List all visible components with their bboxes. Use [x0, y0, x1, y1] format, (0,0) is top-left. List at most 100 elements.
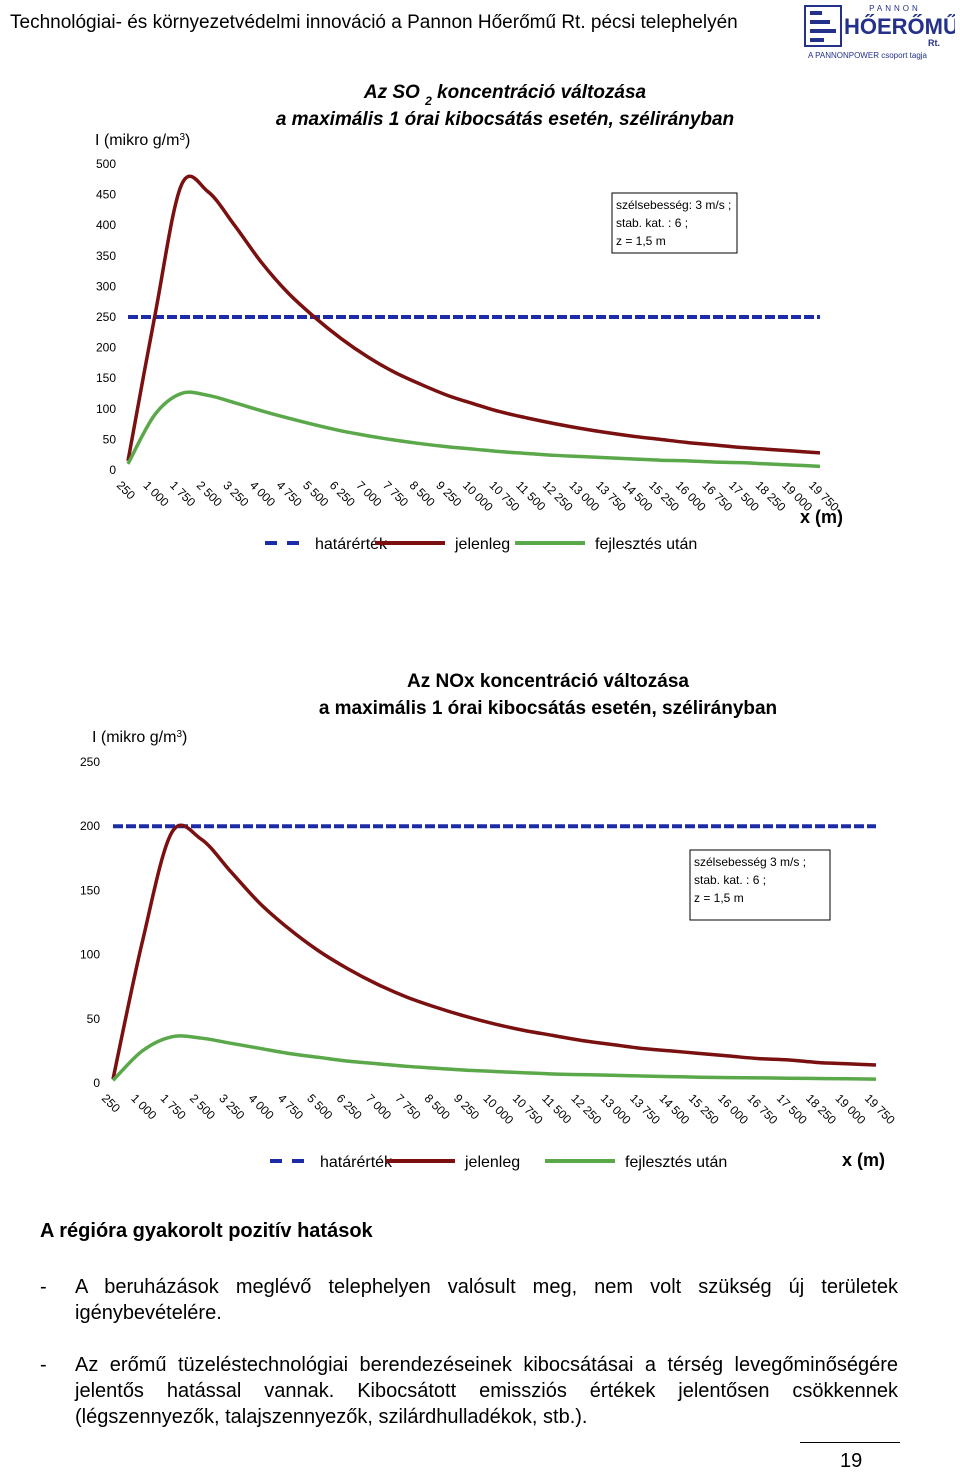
- y-axis-label: I (mikro g/m3): [92, 729, 187, 747]
- y-axis-label: I (mikro g/m3): [95, 132, 190, 150]
- x-tick-label: 9 250: [451, 1091, 482, 1122]
- x-tick-label: 7 750: [392, 1091, 423, 1122]
- bullet: - A beruházások meglévő telephelyen valós…: [40, 1274, 898, 1326]
- x-tick-label: 10 750: [510, 1091, 546, 1127]
- y-tick-label: 50: [103, 432, 117, 446]
- annotation-text: szélsebesség: 3 m/s ;: [616, 198, 731, 212]
- series-line: [111, 1034, 877, 1082]
- logo-bar: [810, 11, 822, 15]
- x-tick-label: 7 750: [380, 478, 411, 509]
- title-part: koncentráció változása: [432, 82, 647, 103]
- x-tick-label: 5 500: [300, 478, 331, 509]
- x-tick-label: 15 250: [686, 1091, 722, 1127]
- x-tick-label: 16 750: [744, 1091, 780, 1127]
- title-part: Az SO: [363, 82, 425, 103]
- logo-bar: [810, 29, 836, 33]
- x-tick-label: 4 000: [247, 478, 278, 509]
- y-tick-label: 100: [80, 948, 100, 962]
- bullet-marker: -: [40, 1354, 47, 1376]
- x-tick-label: 14 500: [656, 1091, 692, 1127]
- series-line: [126, 174, 821, 462]
- annotation-box: [611, 192, 738, 254]
- x-tick-label: 7 000: [363, 1091, 394, 1122]
- x-tick-label: 250: [114, 478, 138, 502]
- series-line: [111, 823, 877, 1080]
- series-line: [126, 390, 821, 469]
- x-tick-label: 8 500: [422, 1091, 453, 1122]
- legend-label: fejlesztés után: [625, 1154, 727, 1171]
- y-tick-label: 350: [96, 249, 116, 263]
- logo-main: HŐERŐMŰ: [844, 14, 955, 39]
- logo: PANNON HŐERŐMŰ Rt. A PANNONPOWER csoport…: [804, 4, 955, 60]
- x-tick-label: 18 250: [803, 1091, 839, 1127]
- bullet-text: A beruházások meglévő telephelyen valósu…: [75, 1276, 898, 1324]
- chart-title: Az NOx koncentráció változása: [407, 671, 689, 692]
- annotation-text: szélsebesség 3 m/s ;: [694, 855, 806, 869]
- bullet-text: Az erőmű tüzeléstechnológiai berendezése…: [75, 1354, 898, 1428]
- x-tick-label: 1 750: [167, 478, 198, 509]
- x-tick-label: 8 500: [407, 478, 438, 509]
- bullet-marker: -: [40, 1276, 47, 1298]
- y-label-part: ): [182, 729, 187, 746]
- y-tick-label: 100: [96, 402, 116, 416]
- legend-label: fejlesztés után: [595, 536, 697, 553]
- section-heading: A régióra gyakorolt pozitív hatások: [40, 1220, 373, 1242]
- y-tick-label: 50: [87, 1012, 101, 1026]
- annotation-text: stab. kat. : 6 ;: [616, 216, 688, 230]
- chart-subtitle: a maximális 1 órai kibocsátás esetén, sz…: [319, 698, 777, 719]
- x-tick-label: 19 000: [833, 1091, 869, 1127]
- x-tick-label: 6 250: [334, 1091, 365, 1122]
- charts: Az SO 2 koncentráció változása a maximáli…: [80, 82, 898, 1171]
- header-title: Technológiai- és környezetvédelmi innová…: [10, 12, 738, 33]
- y-tick-label: 250: [80, 755, 100, 769]
- y-tick-label: 200: [80, 819, 100, 833]
- legend-label: határérték: [315, 536, 388, 553]
- x-tick-label: 16 000: [715, 1091, 751, 1127]
- x-tick-label: 3 250: [216, 1091, 247, 1122]
- x-tick-label: 2 500: [187, 1091, 218, 1122]
- title-part: Az NOx koncentráció változása: [407, 671, 689, 692]
- x-tick-label: 4 000: [246, 1091, 277, 1122]
- legend-label: jelenleg: [454, 536, 510, 553]
- y-tick-label: 200: [96, 341, 116, 355]
- x-axis-label: x (m): [842, 1150, 885, 1170]
- y-label-part: ): [185, 132, 190, 149]
- y-tick-label: 400: [96, 218, 116, 232]
- y-label-part: 3: [176, 729, 182, 740]
- y-tick-label: 450: [96, 188, 116, 202]
- annotation-text: z = 1,5 m: [694, 891, 744, 905]
- chart-title: Az SO 2 koncentráció változása: [363, 82, 647, 108]
- x-tick-label: 13 750: [627, 1091, 663, 1127]
- annotation-box: [689, 849, 831, 921]
- x-tick-label: 4 750: [274, 478, 305, 509]
- logo-rt: Rt.: [928, 38, 940, 48]
- x-tick-label: 19 750: [862, 1091, 898, 1127]
- y-tick-label: 250: [96, 310, 116, 324]
- logo-bar: [810, 38, 824, 42]
- x-tick-label: 1 750: [158, 1091, 189, 1122]
- x-tick-label: 10 000: [480, 1091, 516, 1127]
- x-tick-label: 250: [99, 1091, 123, 1115]
- y-label-part: I (mikro g/m: [95, 132, 179, 149]
- annotation-text: stab. kat. : 6 ;: [694, 873, 766, 887]
- x-tick-label: 5 500: [304, 1091, 335, 1122]
- legend-label: jelenleg: [464, 1154, 520, 1171]
- y-tick-label: 0: [109, 463, 116, 477]
- logo-tagline: A PANNONPOWER csoport tagja: [808, 51, 928, 60]
- y-tick-label: 0: [93, 1076, 100, 1090]
- page-number: 19: [840, 1450, 863, 1472]
- x-axis-label: x (m): [800, 507, 843, 527]
- bullet: - Az erőmű tüzeléstechnológiai berendezés…: [40, 1352, 898, 1430]
- logo-bar: [810, 20, 830, 24]
- x-tick-label: 4 750: [275, 1091, 306, 1122]
- logo-top: PANNON: [869, 4, 921, 13]
- title-part: 2: [424, 94, 432, 108]
- y-tick-label: 500: [96, 157, 116, 171]
- x-tick-label: 6 250: [327, 478, 358, 509]
- y-tick-label: 150: [80, 883, 100, 897]
- legend-label: határérték: [320, 1154, 393, 1171]
- y-tick-label: 150: [96, 371, 116, 385]
- x-tick-label: 12 250: [568, 1091, 604, 1127]
- x-tick-label: 13 000: [598, 1091, 634, 1127]
